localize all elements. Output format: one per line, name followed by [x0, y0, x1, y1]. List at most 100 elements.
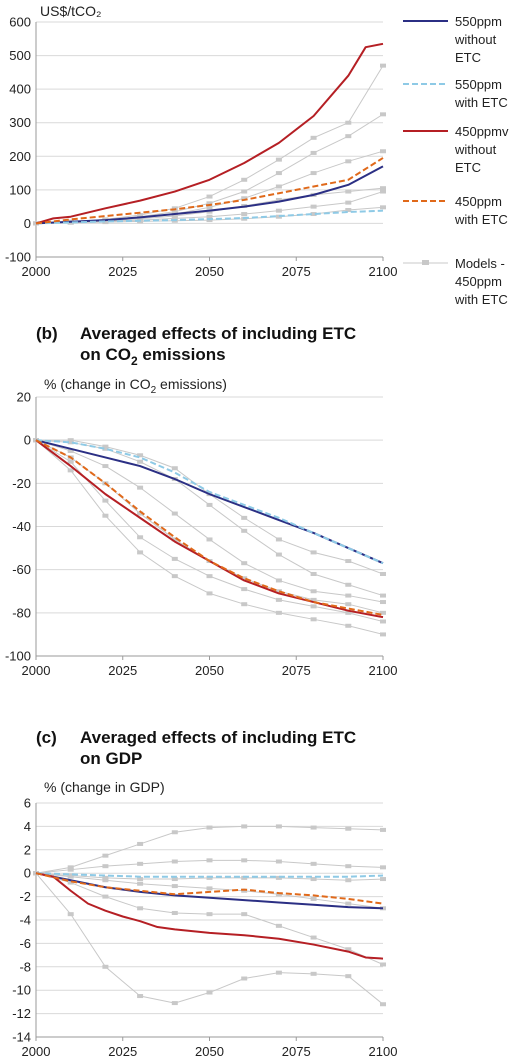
panel-c-model-marker: [275, 923, 282, 928]
panel-b-model-marker: [67, 438, 74, 443]
panel-b-y-tick-label: -40: [12, 519, 31, 534]
panel-c-model-marker: [102, 864, 109, 869]
panel-a-y-tick-label: 400: [9, 82, 31, 97]
panel-b-model-marker: [275, 589, 282, 594]
panel-a-x-tick-label: 2000: [22, 264, 51, 279]
panel-a-y-tick-label: 200: [9, 149, 31, 164]
panel-c-model-marker: [102, 875, 109, 880]
panel-b-model-marker: [345, 623, 352, 628]
panel-a-model-marker: [171, 214, 178, 219]
panel-c-series-s450_etc: [35, 872, 384, 905]
panel-a-model-marker: [310, 150, 317, 155]
panel-c-model-marker: [137, 881, 144, 886]
panel-a-unit-label: US$/tCO₂: [40, 3, 101, 19]
legend-label-s450_no: without: [454, 142, 497, 157]
panel-c-plot: -14 -12 -10 -8 -6 -4 -2 0 2 4 6 2000 2025 2050 2075 210…: [12, 796, 397, 1060]
panel-a-model-marker: [67, 220, 74, 225]
panel-a-model-marker: [345, 134, 352, 139]
panel-b-y-tick-label: -80: [12, 605, 31, 620]
panel-a-model-marker: [206, 218, 213, 223]
panel-c-model-marker: [102, 853, 109, 858]
panel-a-model-marker: [241, 212, 248, 217]
panel-b-model-marker: [102, 464, 109, 469]
panel-c-model-marker: [275, 892, 282, 897]
panel-a-x-tick-label: 2100: [369, 264, 398, 279]
panel-b-y-tick-label: -100: [5, 649, 31, 664]
panel-a-model-marker: [380, 205, 386, 210]
panel-c-model-marker: [345, 864, 352, 869]
panel-a-model-marker: [380, 189, 386, 194]
panel-a-model-marker: [206, 209, 213, 214]
panel-c-gdp: (c) Averaged effects of including ETC on …: [12, 728, 397, 1059]
panel-c-model-marker: [345, 947, 352, 952]
panel-c-x-tick-label: 2000: [22, 1044, 51, 1059]
panel-a-model-marker: [380, 63, 386, 68]
panel-a-series-s550_etc: [35, 209, 384, 225]
panel-b-model-marker: [67, 448, 74, 453]
legend-label-models: Models -: [455, 256, 505, 271]
panel-b-model-marker: [206, 591, 213, 596]
panel-a-model-marker: [275, 171, 282, 176]
panel-a-y-tick-label: 600: [9, 15, 31, 30]
panel-b-model-marker: [241, 515, 248, 520]
panel-b-model-marker: [102, 513, 109, 518]
panel-b-model-marker: [380, 600, 386, 605]
panel-b-model-line-1: [36, 439, 384, 575]
panel-a-model-marker: [275, 197, 282, 202]
panel-b-unit-label: % (change in CO2 emissions): [44, 376, 227, 396]
panel-a-model-marker: [275, 184, 282, 189]
panel-c-model-marker: [137, 861, 144, 866]
panel-c-y-tick-label: 0: [24, 866, 31, 881]
panel-b-model-marker: [345, 610, 352, 615]
panel-a-model-marker: [380, 112, 386, 117]
panel-a-x-tick-label: 2075: [282, 264, 311, 279]
panel-b-model-marker: [345, 582, 352, 587]
panel-c-x-tick-label: 2050: [195, 1044, 224, 1059]
panel-b-model-marker: [102, 446, 109, 451]
panel-b-model-marker: [380, 610, 386, 615]
panel-c-model-marker: [275, 970, 282, 975]
panel-a-model-marker: [310, 135, 317, 140]
panel-b-model-marker: [206, 574, 213, 579]
panel-a-x-tick-label: 2025: [108, 264, 137, 279]
panel-c-model-marker: [171, 910, 178, 915]
panel-b-y-tick-label: 20: [17, 390, 31, 405]
panel-b-model-marker: [345, 602, 352, 607]
panel-b-model-marker: [137, 511, 144, 516]
panel-a-plot: -100 0 100 200 300 400 500 600 2000 2025 2050 2075 2…: [5, 15, 397, 280]
panel-b-model-marker: [171, 574, 178, 579]
panel-b-model-marker: [380, 593, 386, 598]
panel-c-model-marker: [206, 875, 213, 880]
panel-b-model-marker: [310, 571, 317, 576]
panel-a-model-marker: [275, 157, 282, 162]
panel-b-model-marker: [275, 578, 282, 583]
panel-a-model-marker: [241, 189, 248, 194]
legend-label-models: with ETC: [454, 292, 508, 307]
panel-b-model-marker: [171, 556, 178, 561]
panel-b-model-marker: [310, 597, 317, 602]
panel-c-model-marker: [275, 875, 282, 880]
panel-c-y-tick-label: 6: [24, 796, 31, 811]
panel-b-x-tick-label: 2050: [195, 663, 224, 678]
panel-c-y-tick-label: -8: [19, 959, 31, 974]
panel-b-model-marker: [275, 610, 282, 615]
panel-c-y-tick-label: -4: [19, 913, 31, 928]
panel-b-y-tick-label: -60: [12, 562, 31, 577]
panel-c-y-tick-label: -2: [19, 889, 31, 904]
panel-c-model-marker: [241, 824, 248, 829]
panel-c-y-tick-label: 2: [24, 842, 31, 857]
panel-a-model-marker: [345, 189, 352, 194]
panel-a-y-tick-label: 500: [9, 48, 31, 63]
panel-c-model-marker: [137, 906, 144, 911]
panel-b-series-s450_no: [35, 439, 384, 619]
panel-a-model-marker: [206, 214, 213, 219]
panel-a-model-marker: [206, 205, 213, 210]
legend: 550ppm without ETC 550ppm with ETC 450ppmv wit…: [403, 14, 509, 307]
panel-b-model-marker: [275, 552, 282, 557]
panel-c-model-marker: [206, 886, 213, 891]
panel-b-model-marker: [345, 593, 352, 598]
legend-label-s550_no: ETC: [455, 50, 481, 65]
panel-b-model-marker: [310, 617, 317, 622]
panel-a-model-marker: [206, 201, 213, 206]
panel-c-model-marker: [310, 935, 317, 940]
